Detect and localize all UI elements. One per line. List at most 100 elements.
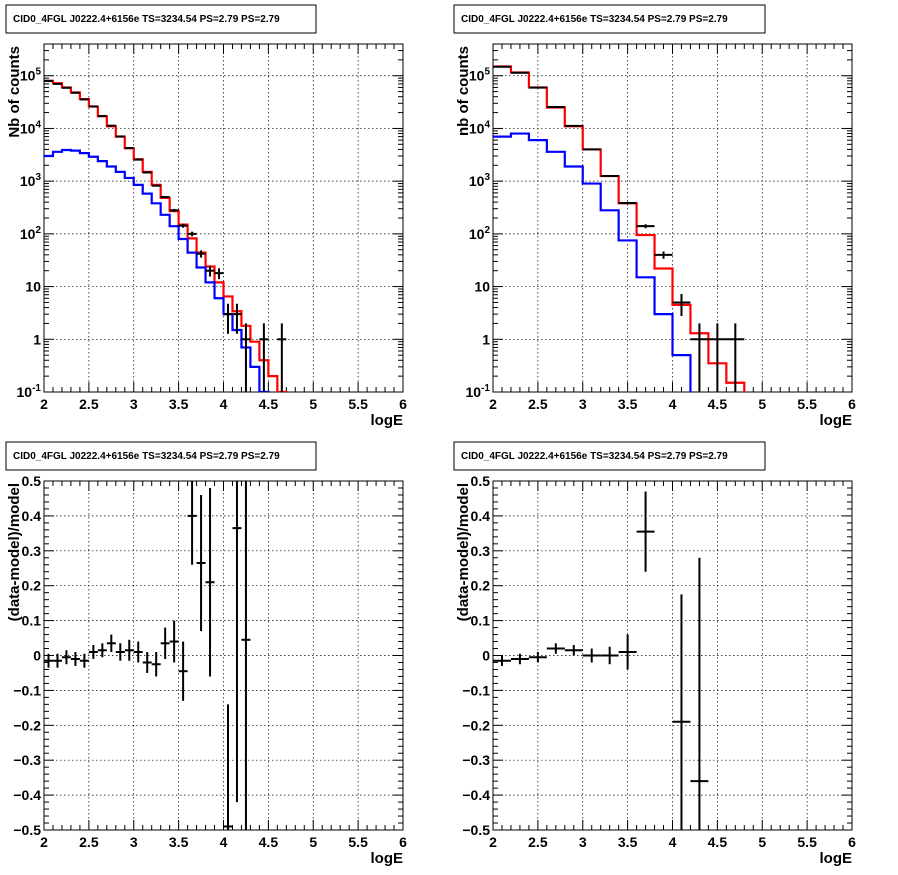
data-point — [187, 481, 197, 565]
x-tick-label: 6 — [848, 834, 856, 850]
data-point — [241, 481, 251, 830]
y-tick-label: 10 — [474, 279, 490, 295]
x-tick-label: 5.5 — [797, 834, 817, 850]
x-tick-label: 5.5 — [797, 396, 817, 412]
y-tick-label: 104 — [20, 119, 42, 136]
data-point — [79, 653, 89, 668]
y-tick-label: 10-1 — [17, 383, 42, 400]
y-tick-label: −0.2 — [13, 717, 41, 733]
x-tick-label: 6 — [399, 396, 407, 412]
x-tick-label: 5.5 — [348, 396, 368, 412]
y-tick-label: 102 — [469, 225, 491, 242]
x-axis-label: logE — [371, 412, 404, 429]
chart-title: CID0_4FGL J0222.4+6156e TS=3234.54 PS=2.… — [13, 14, 280, 25]
chart-panel-3: CID0_4FGL J0222.4+6156e TS=3234.54 PS=2.… — [5, 441, 407, 867]
data-layer — [493, 65, 746, 392]
data-point — [124, 147, 134, 150]
data-point — [510, 653, 529, 665]
y-tick-label: 0 — [482, 648, 490, 664]
x-tick-label: 4.5 — [708, 396, 728, 412]
y-tick-label: −0.5 — [462, 822, 490, 838]
data-point — [223, 303, 233, 334]
data-point — [690, 323, 709, 392]
x-tick-label: 4.5 — [259, 396, 279, 412]
data-point — [61, 650, 71, 665]
y-tick-label: 104 — [469, 119, 491, 136]
data-point — [115, 135, 125, 138]
x-tick-label: 3 — [579, 396, 587, 412]
data-point — [196, 250, 206, 258]
model-histogram-1 — [44, 79, 288, 392]
x-tick-label: 6 — [399, 834, 407, 850]
y-tick-label: −0.1 — [13, 682, 41, 698]
data-point — [654, 251, 673, 259]
chart-panel-2: CID0_4FGL J0222.4+6156e TS=3234.54 PS=2.… — [453, 4, 856, 429]
x-tick-label: 2 — [40, 396, 48, 412]
data-point — [178, 641, 188, 701]
data-point — [690, 557, 709, 830]
y-tick-label: 0.5 — [22, 473, 42, 489]
data-layer — [493, 491, 709, 830]
model-histogram-1 — [493, 65, 746, 392]
x-tick-label: 4 — [669, 834, 677, 850]
chart-title: CID0_4FGL J0222.4+6156e TS=3234.54 PS=2.… — [461, 451, 728, 462]
y-tick-label: −0.5 — [13, 822, 41, 838]
y-tick-label: 0.3 — [22, 543, 42, 559]
x-tick-label: 2.5 — [528, 396, 548, 412]
y-tick-label: −0.4 — [13, 787, 41, 803]
x-tick-label: 3.5 — [618, 396, 638, 412]
y-tick-label: −0.3 — [13, 752, 41, 768]
x-tick-label: 2.5 — [528, 834, 548, 850]
data-point — [618, 634, 637, 670]
y-tick-label: 1 — [33, 331, 41, 347]
data-point — [196, 494, 206, 632]
data-point — [151, 652, 161, 677]
data-point — [232, 303, 242, 334]
y-tick-label: 103 — [20, 172, 42, 189]
data-point — [187, 231, 197, 237]
data-point — [277, 323, 287, 392]
x-tick-label: 4.5 — [708, 834, 728, 850]
x-tick-label: 5 — [758, 396, 766, 412]
title-box — [453, 4, 766, 34]
data-point — [178, 223, 188, 228]
y-tick-label: 0 — [33, 648, 41, 664]
data-point — [618, 201, 637, 205]
y-axis-label: (data-model)/model — [6, 483, 23, 621]
x-tick-label: 3 — [579, 834, 587, 850]
data-point — [160, 627, 170, 659]
x-tick-label: 5 — [758, 834, 766, 850]
data-point — [52, 653, 62, 668]
chart-title: CID0_4FGL J0222.4+6156e TS=3234.54 PS=2.… — [13, 451, 280, 462]
data-point — [169, 620, 179, 663]
data-point — [600, 175, 619, 178]
data-point — [97, 643, 107, 658]
y-tick-label: 105 — [20, 67, 42, 84]
data-point — [151, 184, 161, 187]
data-point — [205, 487, 215, 677]
data-point — [115, 643, 125, 661]
y-axis-label: (data-model)/model — [455, 483, 472, 621]
data-point — [259, 323, 269, 392]
data-layer — [44, 481, 251, 830]
x-tick-label: 3.5 — [169, 834, 189, 850]
x-tick-label: 3.5 — [169, 396, 189, 412]
data-point — [214, 268, 224, 280]
x-tick-label: 5.5 — [348, 834, 368, 850]
x-tick-label: 2 — [40, 834, 48, 850]
data-point — [546, 643, 565, 654]
x-axis-label: logE — [371, 850, 404, 867]
data-point — [528, 652, 547, 663]
y-tick-label: 0.3 — [471, 543, 491, 559]
x-tick-label: 5 — [309, 396, 317, 412]
model-histogram-2 — [44, 148, 270, 392]
data-point — [142, 171, 152, 174]
data-point — [106, 634, 116, 653]
data-point — [142, 652, 152, 673]
title-box — [5, 4, 317, 34]
x-tick-label: 4 — [669, 396, 677, 412]
y-tick-label: 0.2 — [22, 578, 42, 594]
chart-panel-1: CID0_4FGL J0222.4+6156e TS=3234.54 PS=2.… — [5, 4, 407, 429]
x-axis-label: logE — [820, 412, 853, 429]
x-tick-label: 4 — [220, 834, 228, 850]
